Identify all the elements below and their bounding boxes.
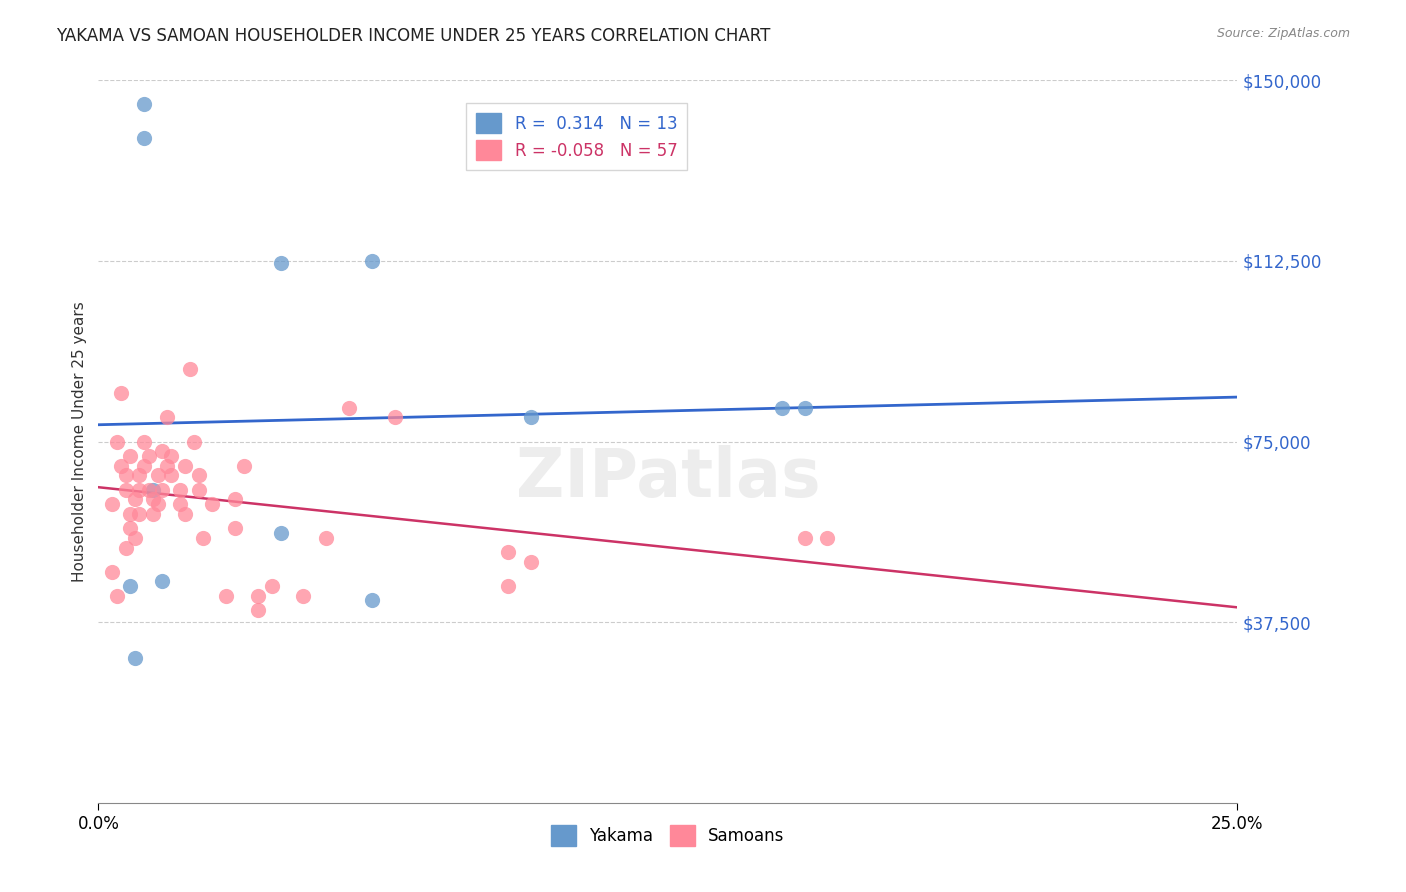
Point — [120, 521, 142, 535]
Point — [128, 507, 150, 521]
Point — [160, 468, 183, 483]
Point — [520, 555, 543, 569]
Point — [183, 434, 205, 449]
Point — [120, 449, 142, 463]
Point — [160, 449, 183, 463]
Point — [224, 521, 246, 535]
Point — [105, 434, 128, 449]
Point — [498, 579, 520, 593]
Point — [174, 458, 197, 473]
Point — [815, 531, 838, 545]
Point — [128, 483, 150, 497]
Point — [146, 468, 169, 483]
Point — [187, 468, 209, 483]
Point — [270, 526, 292, 541]
Point — [132, 458, 155, 473]
Text: Source: ZipAtlas.com: Source: ZipAtlas.com — [1216, 27, 1350, 40]
Point — [138, 483, 160, 497]
Point — [110, 458, 132, 473]
Point — [260, 579, 283, 593]
Point — [110, 386, 132, 401]
Point — [337, 401, 360, 415]
Point — [179, 362, 201, 376]
Point — [193, 531, 215, 545]
Point — [142, 483, 165, 497]
Point — [114, 483, 136, 497]
Point — [360, 593, 382, 607]
Point — [132, 131, 155, 145]
Point — [114, 468, 136, 483]
Point — [150, 574, 173, 589]
Point — [114, 541, 136, 555]
Point — [150, 483, 173, 497]
Point — [187, 483, 209, 497]
Point — [128, 468, 150, 483]
Text: YAKAMA VS SAMOAN HOUSEHOLDER INCOME UNDER 25 YEARS CORRELATION CHART: YAKAMA VS SAMOAN HOUSEHOLDER INCOME UNDE… — [56, 27, 770, 45]
Point — [201, 497, 224, 511]
Point — [770, 401, 793, 415]
Point — [142, 492, 165, 507]
Point — [360, 253, 382, 268]
Point — [520, 410, 543, 425]
Point — [101, 497, 124, 511]
Point — [138, 449, 160, 463]
Point — [270, 256, 292, 270]
Point — [146, 497, 169, 511]
Point — [156, 458, 179, 473]
Point — [174, 507, 197, 521]
Point — [105, 589, 128, 603]
Point — [124, 651, 146, 665]
Point — [169, 497, 191, 511]
Point — [132, 434, 155, 449]
Point — [384, 410, 406, 425]
Point — [101, 565, 124, 579]
Point — [169, 483, 191, 497]
Point — [156, 410, 179, 425]
Y-axis label: Householder Income Under 25 years: Householder Income Under 25 years — [72, 301, 87, 582]
Point — [246, 603, 269, 617]
Point — [124, 492, 146, 507]
Point — [215, 589, 238, 603]
Point — [124, 531, 146, 545]
Point — [120, 579, 142, 593]
Point — [315, 531, 337, 545]
Point — [793, 531, 815, 545]
Point — [498, 545, 520, 559]
Text: ZIPatlas: ZIPatlas — [516, 445, 820, 510]
Point — [120, 507, 142, 521]
Point — [793, 401, 815, 415]
Point — [150, 444, 173, 458]
Point — [292, 589, 315, 603]
Point — [142, 507, 165, 521]
Point — [224, 492, 246, 507]
Point — [132, 97, 155, 112]
Legend: Yakama, Samoans: Yakama, Samoans — [544, 819, 792, 852]
Point — [233, 458, 256, 473]
Point — [246, 589, 269, 603]
